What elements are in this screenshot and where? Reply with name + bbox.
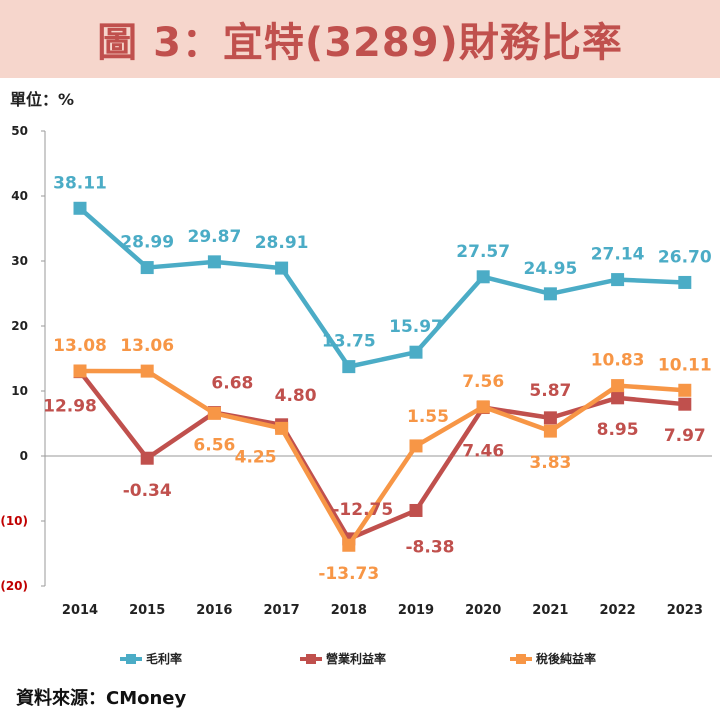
data-point-1 bbox=[476, 270, 490, 284]
data-point-1 bbox=[342, 360, 356, 374]
legend-label: 毛利率 bbox=[146, 651, 182, 666]
chart-title: 圖 3：宜特(3289)財務比率 bbox=[97, 20, 623, 66]
data-label-2: 7.97 bbox=[664, 426, 706, 446]
x-tick-label: 2019 bbox=[398, 603, 434, 618]
data-label-2: -12.75 bbox=[332, 500, 393, 520]
data-label-1: 38.11 bbox=[53, 173, 107, 193]
x-tick-label: 2014 bbox=[62, 603, 98, 618]
x-tick-label: 2018 bbox=[331, 603, 367, 618]
x-tick-label: 2023 bbox=[667, 603, 703, 618]
data-label-3: 10.11 bbox=[658, 355, 712, 375]
data-label-1: 24.95 bbox=[524, 259, 578, 279]
data-point-1 bbox=[73, 201, 87, 215]
data-point-2 bbox=[409, 503, 423, 517]
data-label-1: 27.14 bbox=[591, 245, 645, 265]
data-label-1: 27.57 bbox=[456, 242, 510, 262]
data-label-3: 3.83 bbox=[529, 453, 571, 473]
legend-marker bbox=[516, 654, 526, 664]
data-label-3: 13.06 bbox=[120, 336, 174, 356]
data-label-3: 7.56 bbox=[462, 372, 504, 392]
data-point-2 bbox=[140, 451, 154, 465]
data-point-1 bbox=[543, 287, 557, 301]
data-point-3 bbox=[140, 364, 154, 378]
data-label-2: 12.98 bbox=[43, 397, 97, 417]
data-label-3: 4.25 bbox=[235, 447, 277, 467]
data-point-3 bbox=[73, 364, 87, 378]
legend-marker bbox=[306, 654, 316, 664]
data-label-1: 13.75 bbox=[322, 332, 376, 352]
data-point-3 bbox=[207, 406, 221, 420]
data-label-2: 7.46 bbox=[462, 442, 504, 462]
y-tick-label: (20) bbox=[0, 579, 28, 593]
data-point-3 bbox=[678, 383, 692, 397]
legend-marker bbox=[126, 654, 136, 664]
data-point-3 bbox=[476, 400, 490, 414]
x-tick-label: 2020 bbox=[465, 603, 501, 618]
data-point-1 bbox=[678, 275, 692, 289]
data-label-3: 13.08 bbox=[53, 336, 107, 356]
data-point-2 bbox=[611, 391, 625, 405]
data-label-1: 28.99 bbox=[120, 233, 174, 253]
legend-label: 稅後純益率 bbox=[536, 651, 596, 666]
data-label-3: 1.55 bbox=[407, 407, 449, 427]
legend-label: 營業利益率 bbox=[326, 651, 386, 666]
data-label-2: -8.38 bbox=[406, 537, 455, 557]
data-point-1 bbox=[140, 261, 154, 275]
title-banner: 圖 3：宜特(3289)財務比率 bbox=[0, 0, 720, 78]
y-tick-label: 20 bbox=[11, 319, 28, 333]
data-point-2 bbox=[678, 397, 692, 411]
y-tick-label: 30 bbox=[11, 254, 28, 268]
data-point-1 bbox=[611, 273, 625, 287]
data-label-3: 10.83 bbox=[591, 351, 645, 371]
data-label-2: 6.68 bbox=[211, 374, 253, 394]
data-point-3 bbox=[409, 439, 423, 453]
x-tick-label: 2022 bbox=[600, 603, 636, 618]
data-label-2: -0.34 bbox=[123, 481, 172, 501]
data-point-1 bbox=[207, 255, 221, 269]
x-tick-label: 2015 bbox=[129, 603, 165, 618]
y-tick-label: 50 bbox=[11, 124, 28, 138]
data-label-2: 8.95 bbox=[597, 420, 639, 440]
data-label-3: 6.56 bbox=[193, 435, 235, 455]
data-point-2 bbox=[543, 411, 557, 425]
y-tick-label: 40 bbox=[11, 189, 28, 203]
x-tick-label: 2016 bbox=[196, 603, 232, 618]
data-point-3 bbox=[611, 379, 625, 393]
series-line-3 bbox=[77, 368, 688, 548]
data-point-3 bbox=[342, 538, 356, 552]
x-tick-label: 2017 bbox=[264, 603, 300, 618]
data-label-2: 5.87 bbox=[529, 381, 571, 401]
data-label-1: 28.91 bbox=[255, 233, 309, 253]
x-tick-label: 2021 bbox=[532, 603, 568, 618]
data-point-1 bbox=[409, 345, 423, 359]
y-tick-label: 0 bbox=[20, 449, 28, 463]
data-point-1 bbox=[275, 261, 289, 275]
data-label-2: 4.80 bbox=[275, 386, 317, 406]
data-point-3 bbox=[543, 424, 557, 438]
data-label-3: -13.73 bbox=[318, 564, 379, 584]
data-point-3 bbox=[275, 421, 289, 435]
data-label-1: 15.97 bbox=[389, 317, 443, 337]
unit-label: 單位：% bbox=[10, 90, 75, 109]
source-note: 資料來源：CMoney bbox=[16, 688, 187, 709]
series-line-1 bbox=[77, 206, 688, 369]
y-tick-label: (10) bbox=[0, 514, 28, 528]
data-label-1: 26.70 bbox=[658, 247, 712, 267]
y-tick-label: 10 bbox=[11, 384, 28, 398]
data-label-1: 29.87 bbox=[188, 227, 242, 247]
